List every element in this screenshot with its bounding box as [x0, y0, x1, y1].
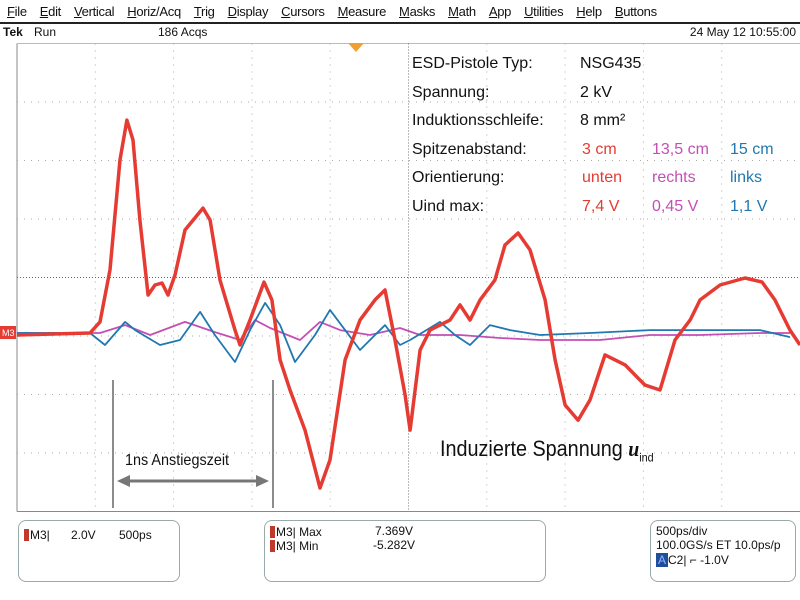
menu-display[interactable]: Display	[227, 3, 269, 19]
status-bar: Tek Run 186 Acqs 24 May 12 10:55:00	[0, 24, 800, 40]
acquisition-count: 186 Acqs	[158, 25, 208, 39]
datetime: 24 May 12 10:55:00	[689, 25, 796, 39]
m3-color-swatch	[270, 526, 275, 538]
trace-magenta	[17, 319, 790, 341]
legend-label: Induktionsschleife:	[412, 112, 544, 129]
legend-label: Spitzenabstand:	[412, 140, 527, 158]
timebase-panel[interactable]: 500ps/div 100.0GS/s ET 10.0ps/p A C2| ⌐ -…	[650, 520, 796, 582]
graticule	[16, 43, 800, 512]
trigger-setting: C2| ⌐ -1.0V	[668, 553, 729, 567]
legend: ESD-Pistole Typ: NSG435 Spannung: 2 kV Induk…	[412, 50, 774, 222]
legend-value: 2 kV	[580, 83, 613, 101]
m3-color-swatch	[24, 529, 29, 541]
menu-vertical[interactable]: Vertical	[73, 3, 115, 19]
legend-value: NSG435	[580, 55, 642, 72]
m3-marker-label: M3	[2, 328, 15, 338]
menu-math[interactable]: Math	[448, 3, 476, 19]
menu-masks[interactable]: Masks	[399, 3, 436, 19]
menu-cursors[interactable]: Cursors	[281, 3, 325, 19]
traces	[16, 118, 800, 490]
menu-utilities[interactable]: Utilities	[524, 3, 564, 19]
trigger-position-marker[interactable]	[348, 43, 364, 52]
legend-value: links	[730, 169, 763, 186]
menu-buttons[interactable]: Buttons	[614, 3, 657, 19]
legend-value: 7,4 V	[582, 197, 620, 215]
menu-file[interactable]: File	[7, 3, 27, 19]
legend-label: Spannung:	[412, 83, 490, 101]
menu-measure[interactable]: Measure	[337, 3, 387, 19]
legend-row: Spitzenabstand: 3 cm 13,5 cm 15 cm	[412, 136, 774, 165]
legend-row: Induktionsschleife: 8 mm²	[412, 107, 625, 136]
measure-max-label: M3| Max	[276, 525, 322, 539]
m3-ground-marker[interactable]	[0, 326, 16, 339]
legend-value: 13,5 cm	[652, 140, 709, 158]
trace-blue	[17, 301, 791, 363]
measure-min-label: M3| Min	[276, 539, 319, 553]
induced-voltage-text: Induzierte Spannung	[440, 436, 629, 461]
legend-value: 8 mm²	[580, 112, 626, 129]
measure-max-value: 7.369V	[375, 524, 414, 538]
measurement-panel[interactable]: M3| Max 7.369V M3| Min -5.282V	[264, 520, 546, 582]
trigger-badge: A	[656, 553, 669, 567]
m3-color-swatch	[270, 540, 275, 552]
sample-rate: 100.0GS/s ET 10.0ps/p	[656, 538, 781, 552]
menu-horizacq[interactable]: Horiz/Acq	[127, 3, 181, 19]
legend-value: 15 cm	[730, 140, 774, 158]
channel-readout-panel[interactable]: M3| 2.0V 500ps	[18, 520, 180, 582]
trace-red	[16, 118, 800, 490]
timebase-scale: 500ps/div	[656, 524, 708, 538]
legend-value: 0,45 V	[652, 197, 699, 215]
channel-name: M3|	[30, 528, 50, 542]
horizontal-scale: 500ps	[119, 528, 152, 542]
measure-min-value: -5.282V	[373, 538, 416, 552]
legend-value: unten	[582, 169, 623, 186]
menu-bar: File Edit Vertical Horiz/Acq Trig Display Curs…	[0, 0, 800, 24]
legend-row: ESD-Pistole Typ: NSG435	[412, 50, 641, 79]
brand-label: Tek	[3, 25, 23, 39]
legend-row: Orientierung: unten rechts links	[412, 164, 762, 193]
ind-subscript: ind	[639, 450, 654, 465]
induced-voltage-label: Induzierte Spannung uind	[440, 436, 654, 464]
legend-value: rechts	[652, 169, 696, 186]
menu-edit[interactable]: Edit	[39, 3, 62, 19]
run-state: Run	[34, 25, 57, 39]
legend-value: 3 cm	[582, 140, 617, 158]
legend-label: ESD-Pistole Typ:	[412, 55, 533, 72]
u-symbol: u	[628, 436, 640, 461]
menu-trig[interactable]: Trig	[193, 3, 215, 19]
vertical-scale: 2.0V	[71, 528, 96, 542]
legend-row: Uind max: 7,4 V 0,45 V 1,1 V	[412, 193, 767, 222]
legend-row: Spannung: 2 kV	[412, 79, 612, 108]
menu-app[interactable]: App	[488, 3, 512, 19]
legend-value: 1,1 V	[730, 197, 768, 215]
rise-time-arrow	[117, 475, 269, 487]
legend-label: Uind max:	[412, 197, 485, 215]
waveform-display[interactable]: M3	[0, 40, 800, 516]
rise-time-label: 1ns Anstiegszeit	[125, 452, 230, 469]
menu-help[interactable]: Help	[576, 3, 602, 19]
legend-label: Orientierung:	[412, 169, 505, 186]
